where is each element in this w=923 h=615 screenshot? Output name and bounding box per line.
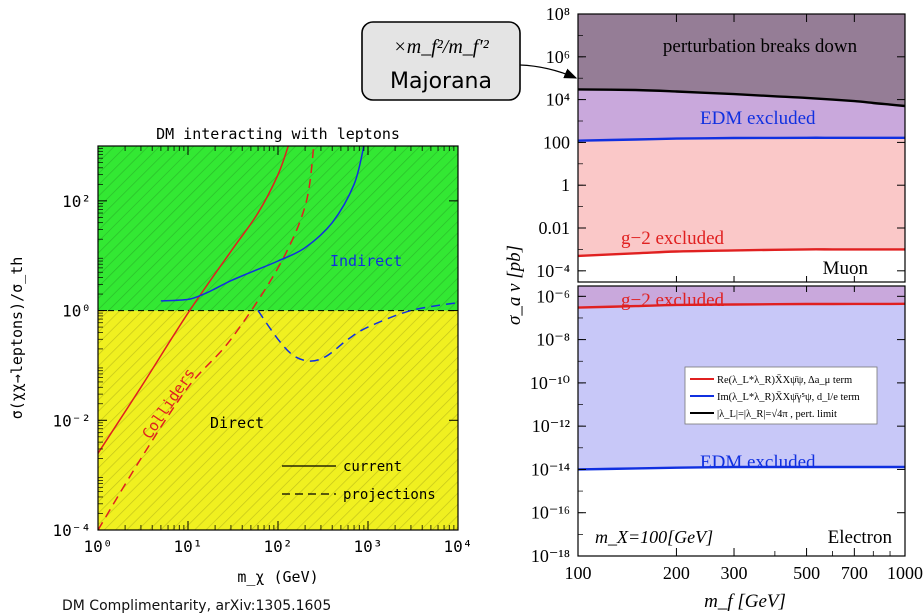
muon-panel-frame: [577, 13, 906, 283]
electron-panel-frame: [577, 285, 906, 557]
left-x-tick-label: 10¹: [174, 537, 203, 556]
electron-y-tick-label: 10⁻¹⁸: [531, 546, 570, 566]
muon-panel-label: Muon: [823, 258, 869, 279]
muon-y-tick-label: 100: [543, 132, 570, 152]
muon-y-tick-label: 10⁸: [546, 4, 570, 24]
indirect-current-curve: [160, 146, 365, 302]
legend-red-label: Re(λ_L*λ_R)X̄Xψ̄ψ, Δa_μ term: [717, 374, 852, 386]
electron-series-group: [578, 302, 905, 471]
right-x-tick-label: 1000: [887, 563, 923, 583]
left-y-tick-label: 10⁰: [62, 302, 91, 321]
left-y-tick-label: 10⁻⁴: [52, 521, 91, 540]
right-x-tick-label: 300: [721, 563, 748, 583]
muon-edm-curve: [578, 136, 905, 142]
callout-arrow: [519, 64, 578, 79]
left-x-tick-label: 10⁰: [84, 537, 113, 556]
muon-y-tick-label: 10⁴: [546, 90, 570, 110]
indirect-projections-curve: [257, 301, 458, 362]
left-series-group: [98, 146, 458, 530]
electron-y-tick-label: 10⁻¹⁰: [530, 373, 570, 393]
electron-edm-label: EDM excluded: [700, 452, 816, 473]
electron-g2-region-fill: [578, 286, 905, 308]
left-x-tick-label: 10³: [354, 537, 383, 556]
electron-y-tick-label: 10⁻¹⁴: [531, 459, 570, 479]
electron-g2-label: g−2 excluded: [621, 290, 725, 311]
left-chart-title: DM interacting with leptons: [156, 125, 400, 143]
direct-region-label: Direct: [210, 414, 264, 432]
left-chart: 10⁰ 10¹ 10² 10³ 10⁴ 10⁻⁴ 10⁻² 10⁰ 10² DM interac…: [8, 125, 472, 586]
callout-label: Majorana: [390, 69, 492, 94]
citation-text: DM Complimentarity, arXiv:1305.1605: [62, 598, 331, 614]
muon-y-tick-label: 10⁻⁴: [536, 261, 570, 281]
muon-y-tick-label: 10⁶: [546, 47, 570, 67]
colliders-projections-curve: [98, 146, 315, 530]
legend-projections-label: projections: [343, 487, 436, 503]
electron-panel-label: Electron: [828, 527, 893, 548]
electron-edm-curve: [578, 465, 905, 471]
muon-y-tick-label: 0.01: [539, 218, 571, 238]
left-y-tick-label: 10²: [62, 192, 91, 211]
muon-edm-label: EDM excluded: [700, 108, 816, 129]
right-x-tick-label: 500: [793, 563, 820, 583]
legend-box: [684, 366, 878, 425]
left-legend: current projections: [282, 459, 436, 503]
right-x-axis-label: m_f [GeV]: [704, 591, 786, 612]
electron-y-tick-label: 10⁻¹⁶: [531, 503, 570, 523]
muon-perturbation-curve: [578, 88, 905, 108]
perturbation-region-label: perturbation breaks down: [663, 36, 858, 57]
muon-y-tick-label: 1: [561, 175, 570, 195]
majorana-callout: ×m_f²/m_f′² Majorana: [361, 21, 578, 101]
electron-y-tick-label: 10⁻¹²: [532, 416, 570, 436]
electron-mass-annotation: m_X=100[GeV]: [595, 527, 713, 547]
legend-black-label: |λ_L|=|λ_R|=√4π , pert. limit: [717, 408, 837, 420]
right-x-tick-label: 700: [841, 563, 868, 583]
left-ticks-group: 10⁰ 10¹ 10² 10³ 10⁴ 10⁻⁴ 10⁻² 10⁰ 10²: [52, 146, 472, 556]
muon-regions-group: [578, 14, 905, 256]
left-x-axis-label: m_χ (GeV): [237, 568, 318, 586]
electron-g2-curve: [578, 302, 905, 309]
callout-formula: ×m_f²/m_f′²: [393, 36, 489, 58]
right-legend: Re(λ_L*λ_R)X̄Xψ̄ψ, Δa_μ term Im(λ_L*λ_R)…: [684, 366, 878, 425]
legend-blue-label: Im(λ_L*λ_R)X̄Xψ̄γ⁵ψ, d_l/e term: [717, 391, 860, 403]
electron-y-tick-label: 10⁻⁶: [536, 286, 570, 306]
muon-edm-region-fill: [578, 89, 905, 141]
left-y-tick-label: 10⁻²: [52, 411, 91, 430]
right-x-tick-label: 200: [663, 563, 690, 583]
left-y-axis-label: σ(χχ→leptons)/σ_th: [8, 257, 26, 420]
muon-series-group: [578, 88, 905, 258]
right-ticks-group: 10⁻⁴ 0.01 1 100 10⁴ 10⁶ 10⁸ 10⁻¹⁸ 10⁻¹⁶ 10⁻¹⁴ 10⁻¹…: [530, 4, 923, 583]
callout-box: [361, 21, 521, 101]
muon-g2-curve: [578, 248, 905, 258]
left-x-tick-label: 10⁴: [444, 537, 473, 556]
right-x-tick-label: 100: [565, 563, 592, 583]
legend-current-label: current: [343, 459, 402, 475]
perturbation-region-fill: [578, 14, 905, 106]
right-chart: 10⁻⁴ 0.01 1 100 10⁴ 10⁶ 10⁸ 10⁻¹⁸ 10⁻¹⁶ 10⁻¹⁴ 10⁻¹…: [504, 4, 923, 612]
muon-g2-region-fill: [578, 137, 905, 256]
left-x-tick-label: 10²: [264, 537, 293, 556]
hatch-overlay: [98, 146, 458, 530]
electron-y-tick-label: 10⁻⁸: [536, 330, 570, 350]
right-y-axis-label: σ_a v [pb]: [504, 245, 525, 325]
colliders-current-curve: [98, 146, 290, 454]
muon-g2-label: g−2 excluded: [621, 228, 725, 249]
indirect-region-label: Indirect: [330, 252, 402, 270]
